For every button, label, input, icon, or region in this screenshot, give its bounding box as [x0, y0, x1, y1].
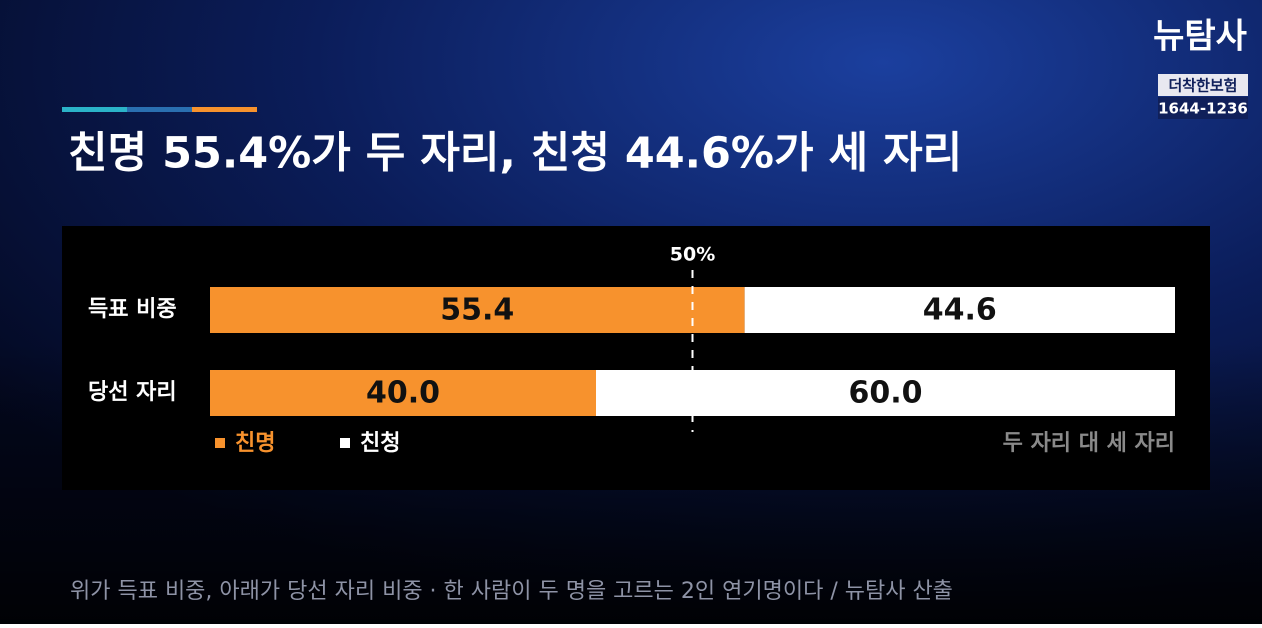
- legend-label: 친명: [235, 431, 275, 456]
- logo-box: [1158, 97, 1248, 119]
- bar-segment: [744, 287, 1175, 333]
- legend-swatch: [215, 438, 225, 448]
- accent-bar: [127, 107, 192, 112]
- logo-name: 뉴탐사: [1153, 17, 1247, 57]
- legend-swatch: [340, 438, 350, 448]
- legend-label: 친청: [360, 431, 400, 456]
- chart-title: 친명 55.4%가 두 자리, 친청 44.6%가 세 자리: [68, 129, 962, 179]
- category-label: 당선 자리: [88, 380, 177, 405]
- reference-label: 50%: [670, 244, 715, 266]
- logo-phone: 1644-1236: [1158, 100, 1248, 118]
- value-label: 44.6: [923, 293, 997, 328]
- bar-segment: [596, 370, 1175, 416]
- bar-segment: [210, 370, 596, 416]
- value-label: 40.0: [366, 376, 440, 411]
- plot-panel: [62, 226, 1210, 490]
- accent-bar: [62, 107, 127, 112]
- category-label: 득표 비중: [88, 297, 177, 322]
- value-label: 55.4: [440, 293, 514, 328]
- note: 두 자리 대 세 자리: [1003, 431, 1175, 456]
- source: 위가 득표 비중, 아래가 당선 자리 비중 · 한 사람이 두 명을 고르는 …: [70, 579, 953, 604]
- value-label: 60.0: [848, 376, 922, 411]
- logo-box: [1158, 74, 1248, 96]
- bar-segment: [210, 287, 745, 333]
- logo-sponsor: 더착한보험: [1168, 77, 1237, 95]
- accent-bar: [192, 107, 257, 112]
